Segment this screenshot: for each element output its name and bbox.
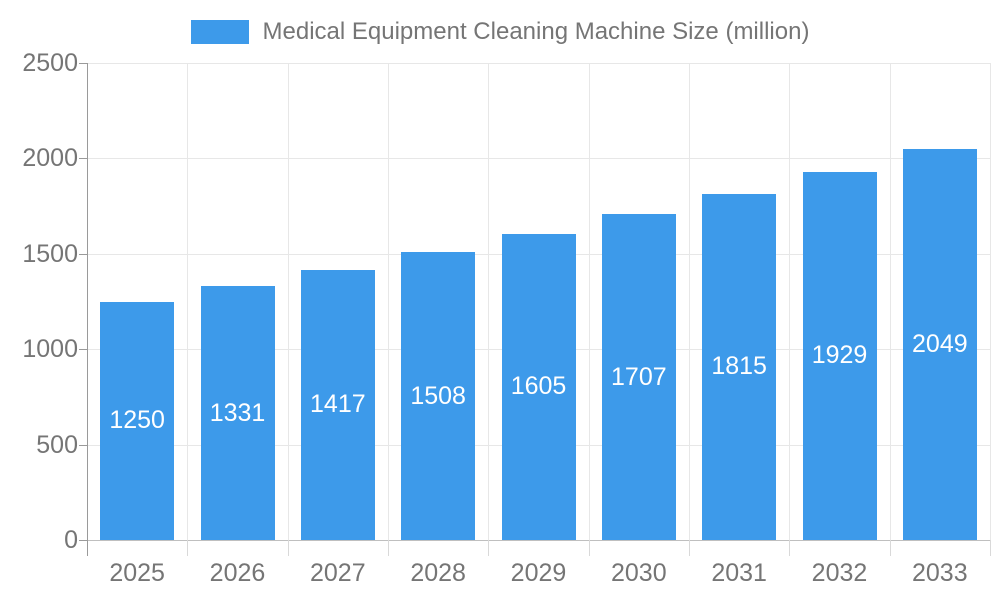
x-axis-tick-label: 2027: [310, 559, 366, 587]
y-axis-tick-label: 2000: [22, 144, 78, 173]
bar: 1250: [100, 301, 175, 540]
bar: 1508: [401, 252, 476, 540]
x-axis-tick-label: 2026: [209, 559, 266, 587]
x-axis-baseline: [87, 540, 990, 541]
gridline-vertical: [889, 63, 891, 540]
y-axis-tick-label: 1000: [22, 335, 78, 364]
gridline-vertical: [187, 63, 189, 540]
bar-value-label: 1508: [410, 381, 466, 410]
gridline-vertical: [388, 63, 389, 540]
legend-label: Medical Equipment Cleaning Machine Size …: [262, 18, 810, 45]
bar-value-label: 2049: [912, 330, 968, 359]
x-axis-tick: [990, 540, 991, 556]
y-axis-tick: [79, 349, 87, 351]
y-axis-tick-label: 0: [64, 526, 78, 554]
bar: 1929: [802, 171, 877, 540]
gridline-horizontal: [87, 158, 990, 160]
bar: 2049: [902, 149, 977, 540]
chart-legend: Medical Equipment Cleaning Machine Size …: [0, 16, 1000, 48]
gridline-vertical: [488, 63, 490, 540]
x-axis-tick: [588, 540, 590, 556]
gridline-vertical: [689, 63, 690, 540]
bar-value-label: 1929: [811, 341, 868, 370]
bar-value-label: 1250: [109, 406, 165, 435]
gridline-vertical: [287, 63, 289, 540]
x-axis-tick-label: 2030: [611, 559, 667, 587]
x-axis-tick-label: 2031: [711, 559, 767, 587]
y-axis-tick: [79, 540, 87, 541]
x-axis-tick-label: 2029: [510, 559, 567, 587]
bar: 1417: [300, 269, 375, 540]
gridline-vertical: [789, 63, 791, 540]
plot-area: 1250 1331 1417 1508 1605 1707 1815 1929 2049: [87, 63, 991, 541]
y-axis-tick: [79, 158, 87, 160]
gridline-horizontal: [87, 63, 990, 64]
y-axis-tick-label: 500: [36, 430, 78, 459]
x-axis-tick: [689, 540, 690, 556]
y-axis-tick-label: 1500: [22, 239, 78, 268]
bar-value-label: 1417: [310, 390, 366, 419]
x-axis-tick-label: 2028: [410, 559, 466, 587]
bar-value-label: 1605: [510, 372, 567, 401]
x-axis-tick-label: 2025: [109, 559, 165, 587]
y-axis-tick: [79, 63, 87, 64]
legend-swatch: [190, 20, 249, 44]
bar-value-label: 1331: [209, 398, 266, 427]
x-axis-tick: [889, 540, 891, 556]
gridline-vertical: [990, 63, 991, 540]
y-axis-tick-label: 2500: [22, 49, 78, 77]
bar: 1707: [601, 214, 676, 540]
y-axis-tick: [79, 444, 87, 446]
x-axis-tick: [287, 540, 289, 556]
bar: 1815: [702, 193, 777, 540]
y-axis-line: [87, 63, 88, 556]
x-axis-tick: [488, 540, 490, 556]
x-axis-tick-label: 2033: [912, 559, 968, 587]
x-axis-tick: [187, 540, 189, 556]
bar-value-label: 1815: [711, 352, 767, 381]
y-axis-tick: [79, 253, 87, 255]
bar: 1331: [200, 286, 275, 540]
gridline-vertical: [588, 63, 590, 540]
x-axis-tick: [388, 540, 389, 556]
x-axis-tick-label: 2032: [811, 559, 868, 587]
x-axis-tick: [789, 540, 791, 556]
bar-value-label: 1707: [611, 362, 667, 391]
bar: 1605: [501, 233, 576, 540]
